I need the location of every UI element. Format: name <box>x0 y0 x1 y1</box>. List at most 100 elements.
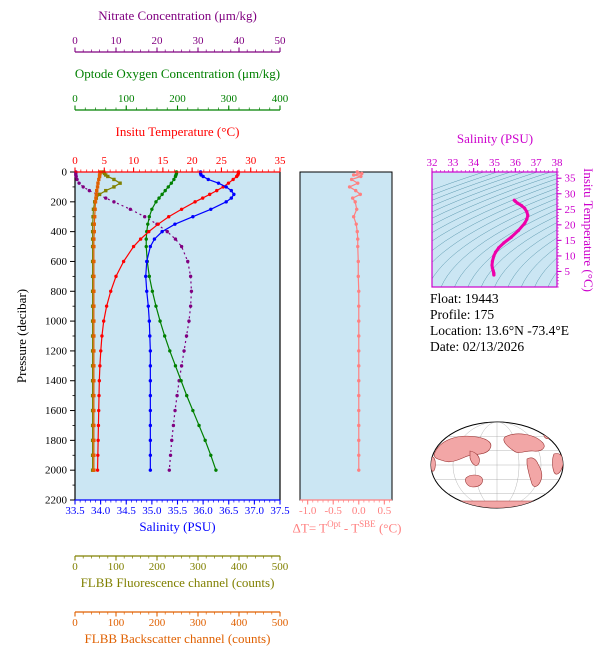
svg-text:30: 30 <box>565 188 577 200</box>
svg-text:20: 20 <box>187 155 199 167</box>
svg-text:400: 400 <box>231 617 248 629</box>
ts-diagram: 32 33 34 35 36 37 38 5 10 15 20 25 30 35 <box>427 157 577 288</box>
delta-t-label-post: (°C) <box>375 520 402 536</box>
svg-text:600: 600 <box>51 256 68 268</box>
svg-text:35.5: 35.5 <box>168 505 188 517</box>
svg-text:500: 500 <box>272 617 289 629</box>
ts-salinity-axis-title: Salinity (PSU) <box>456 131 534 146</box>
delta-t-series <box>347 170 364 472</box>
svg-text:40: 40 <box>234 35 246 47</box>
svg-text:34.5: 34.5 <box>117 505 137 517</box>
svg-text:200: 200 <box>169 93 186 105</box>
svg-text:0: 0 <box>62 167 68 179</box>
oxygen-axis-title: Optode Oxygen Concentration (μm/kg) <box>74 66 281 81</box>
svg-text:32: 32 <box>427 157 438 169</box>
delta-t-label-sup-sbe: SBE <box>359 519 376 529</box>
ts-temperature-axis-title: Insitu Temperature (°C) <box>581 168 596 292</box>
temperature-axis: 0 5 10 15 20 25 30 35 <box>72 155 286 173</box>
world-map <box>430 421 564 509</box>
pressure-axis: 0 200 400 600 800 1000 1200 1400 1600 1800 2000 220… <box>45 167 75 507</box>
svg-text:34: 34 <box>468 157 480 169</box>
svg-text:2200: 2200 <box>45 495 68 507</box>
svg-text:15: 15 <box>157 155 169 167</box>
backscatter-series <box>92 170 103 472</box>
svg-text:25: 25 <box>565 204 577 216</box>
fluorescence-axis: 0 100 200 300 400 500 <box>72 555 289 573</box>
svg-text:300: 300 <box>190 617 207 629</box>
svg-text:36.0: 36.0 <box>194 505 214 517</box>
svg-text:400: 400 <box>231 561 248 573</box>
svg-text:33: 33 <box>447 157 459 169</box>
svg-text:0: 0 <box>72 155 78 167</box>
svg-text:300: 300 <box>221 93 238 105</box>
svg-text:-1.0: -1.0 <box>299 505 317 517</box>
svg-text:50: 50 <box>275 35 287 47</box>
svg-text:200: 200 <box>149 617 166 629</box>
salinity-series <box>144 170 236 472</box>
svg-text:35.0: 35.0 <box>142 505 162 517</box>
float-info: Float: 19443 Profile: 175 Location: 13.6… <box>430 291 569 355</box>
svg-text:37: 37 <box>531 157 543 169</box>
svg-text:400: 400 <box>272 93 289 105</box>
temperature-axis-title: Insitu Temperature (°C) <box>115 124 240 139</box>
svg-text:1200: 1200 <box>45 345 68 357</box>
svg-text:0: 0 <box>72 93 78 105</box>
svg-text:1000: 1000 <box>45 316 68 328</box>
location-line: Location: 13.6°N -73.4°E <box>430 323 570 338</box>
svg-text:800: 800 <box>51 286 68 298</box>
svg-text:38: 38 <box>552 157 564 169</box>
date-line: Date: 02/13/2026 <box>430 339 525 354</box>
svg-text:200: 200 <box>149 561 166 573</box>
backscatter-axis: 0 100 200 300 400 500 <box>72 611 289 629</box>
profile-number-line: Profile: 175 <box>430 307 495 322</box>
svg-text:1400: 1400 <box>45 375 68 387</box>
svg-text:0: 0 <box>72 617 78 629</box>
svg-text:0: 0 <box>72 35 78 47</box>
svg-text:10: 10 <box>565 250 577 262</box>
oxygen-series <box>144 170 218 472</box>
svg-text:10: 10 <box>111 35 123 47</box>
oxygen-axis: 0 100 200 300 400 <box>72 93 289 111</box>
svg-text:36.5: 36.5 <box>219 505 239 517</box>
svg-text:0: 0 <box>72 561 78 573</box>
delta-t-label-mid: - T <box>340 520 360 536</box>
salinity-axis: 33.5 34.0 34.5 35.0 35.5 36.0 36.5 37.0 37.5 <box>65 499 290 517</box>
svg-text:20: 20 <box>565 219 577 231</box>
svg-text:5: 5 <box>102 155 108 167</box>
svg-text:500: 500 <box>272 561 289 573</box>
svg-text:30: 30 <box>245 155 257 167</box>
salinity-axis-title: Salinity (PSU) <box>139 519 216 534</box>
svg-text:100: 100 <box>108 617 125 629</box>
svg-text:37.0: 37.0 <box>245 505 265 517</box>
svg-text:2000: 2000 <box>45 465 68 477</box>
svg-text:35: 35 <box>489 157 501 169</box>
svg-text:100: 100 <box>118 93 135 105</box>
svg-text:5: 5 <box>565 266 571 278</box>
temperature-series <box>95 170 241 472</box>
svg-text:-0.5: -0.5 <box>325 505 343 517</box>
svg-text:34.0: 34.0 <box>91 505 111 517</box>
svg-text:15: 15 <box>565 235 577 247</box>
nitrate-axis: 0 10 20 30 40 50 <box>72 35 287 53</box>
svg-text:400: 400 <box>51 226 68 238</box>
svg-text:300: 300 <box>190 561 207 573</box>
svg-text:35: 35 <box>565 173 577 185</box>
svg-text:1600: 1600 <box>45 405 68 417</box>
float-id-line: Float: 19443 <box>430 291 499 306</box>
svg-text:25: 25 <box>216 155 228 167</box>
ts-curve <box>490 198 530 277</box>
svg-text:10: 10 <box>128 155 140 167</box>
delta-t-axis-title: ΔT= TOpt - TSBE (°C) <box>272 519 422 536</box>
nitrate-axis-title: Nitrate Concentration (μm/kg) <box>98 8 257 23</box>
delta-t-label-pre: ΔT= T <box>292 520 328 536</box>
svg-text:200: 200 <box>51 196 68 208</box>
svg-text:1800: 1800 <box>45 435 68 447</box>
svg-text:37.5: 37.5 <box>270 505 290 517</box>
main-profile-plot: 0 200 400 600 800 1000 1200 1400 1600 1800 2000 220… <box>45 167 281 507</box>
svg-text:0.0: 0.0 <box>352 505 366 517</box>
svg-text:30: 30 <box>193 35 205 47</box>
backscatter-axis-title: FLBB Backscatter channel (counts) <box>84 631 271 646</box>
delta-t-plot: -1.0 -0.5 0.0 0.5 <box>299 170 393 517</box>
svg-text:20: 20 <box>152 35 164 47</box>
